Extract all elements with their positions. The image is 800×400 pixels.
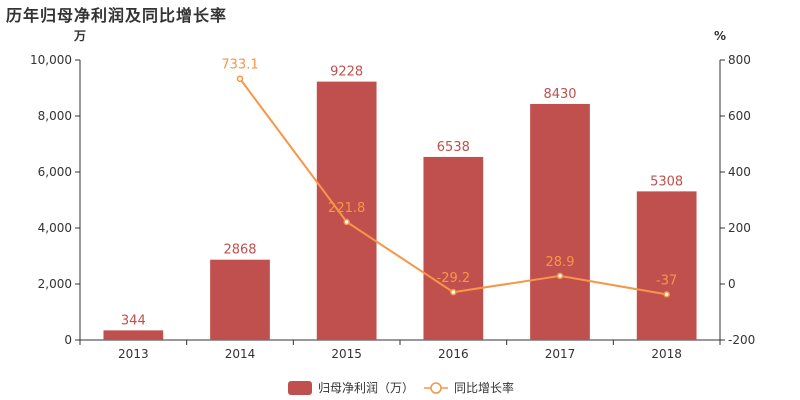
legend[interactable]: 归母净利润（万） 同比增长率	[288, 380, 514, 395]
growth-point	[236, 75, 244, 82]
bar	[530, 103, 590, 341]
bar-value-label: 344	[121, 313, 146, 328]
growth-value-label: -37	[656, 273, 677, 288]
line-series	[236, 75, 670, 298]
legend-bar-swatch	[288, 381, 312, 395]
right-tick-label: 800	[728, 53, 751, 67]
bar	[210, 259, 270, 340]
growth-point	[343, 218, 350, 226]
growth-value-label: -29.2	[437, 271, 471, 286]
left-tick-label: 0	[64, 333, 72, 347]
legend-line-marker	[430, 382, 442, 394]
right-tick-label: 400	[728, 165, 751, 179]
x-tick-label: 2017	[545, 347, 576, 361]
right-tick-label: 0	[728, 277, 736, 291]
growth-point	[556, 272, 564, 280]
left-tick-label: 10,000	[30, 53, 72, 67]
bar	[423, 156, 484, 340]
chart-axes: 0 2,000 4,000 6,000 8,000 10,000 -200 0 200 400 60…	[30, 29, 755, 361]
x-tick-label: 2013	[118, 347, 149, 361]
x-tick-label: 2018	[651, 347, 682, 361]
bar	[316, 81, 377, 340]
legend-bar-label: 归母净利润（万）	[318, 381, 414, 395]
bar	[103, 330, 164, 340]
left-tick-label: 2,000	[38, 277, 72, 291]
left-tick-label: 4,000	[38, 221, 72, 235]
bar	[636, 191, 697, 340]
left-axis-unit: 万	[73, 29, 86, 43]
data-labels: 344 2868 9228 6538 8430 5308 733.1 221.8 -29.2 28…	[121, 58, 683, 329]
bar-value-label: 2868	[223, 243, 256, 258]
left-tick-label: 8,000	[38, 109, 72, 123]
growth-point	[663, 291, 670, 298]
bar-value-label: 9228	[330, 65, 363, 80]
chart-title: 历年归母净利润及同比增长率	[6, 6, 228, 25]
bar-series	[103, 81, 697, 341]
legend-line-label: 同比增长率	[454, 380, 514, 395]
right-tick-label: 200	[728, 221, 751, 235]
growth-value-label: 733.1	[221, 58, 258, 73]
bar-value-label: 5308	[650, 174, 683, 189]
right-tick-label: 600	[728, 109, 751, 123]
left-tick-label: 6,000	[38, 165, 72, 179]
x-tick-label: 2015	[331, 347, 362, 361]
right-tick-label: -200	[728, 333, 755, 347]
bar-value-label: 6538	[437, 140, 470, 155]
growth-value-label: 28.9	[546, 255, 575, 270]
x-tick-label: 2016	[438, 347, 469, 361]
growth-point	[450, 288, 457, 296]
growth-value-label: 221.8	[328, 201, 365, 216]
right-axis-unit: %	[714, 29, 726, 43]
bar-value-label: 8430	[543, 87, 576, 102]
x-tick-label: 2014	[225, 347, 256, 361]
